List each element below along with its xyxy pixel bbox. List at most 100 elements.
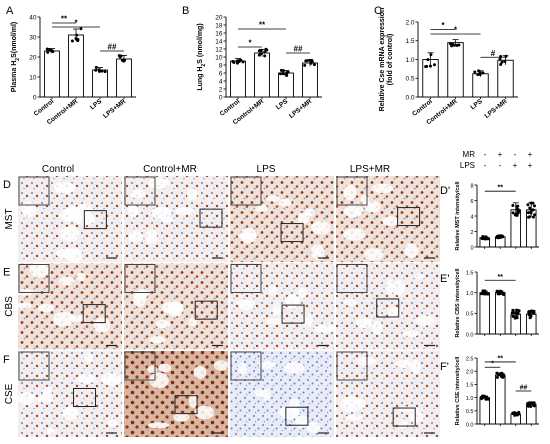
- alveolar-space: [62, 406, 79, 420]
- row-label: MST: [4, 208, 15, 229]
- y-tick-label: 8: [219, 62, 223, 69]
- panel-letter: F': [440, 361, 449, 373]
- condition-sign: -: [514, 150, 517, 159]
- inset-box: [18, 264, 50, 293]
- data-point: [100, 69, 104, 73]
- alveolar-space: [127, 204, 139, 218]
- alveolar-space: [173, 412, 190, 422]
- y-tick-label: 2: [219, 86, 223, 93]
- data-point: [502, 293, 506, 296]
- alveolar-space: [237, 363, 248, 375]
- row-letter: D: [3, 179, 11, 191]
- zoom-box: [280, 223, 304, 243]
- sig-marker: *: [441, 21, 445, 30]
- data-point: [511, 204, 515, 208]
- condition-label: MR: [463, 150, 476, 159]
- y-tick-label: 12: [215, 46, 223, 53]
- alveolar-space: [193, 365, 207, 379]
- alveolar-space: [388, 307, 402, 320]
- data-point: [532, 204, 536, 208]
- y-tick-label: 1.0: [466, 291, 474, 297]
- sig-marker: *: [491, 361, 494, 368]
- alveolar-space: [236, 299, 255, 307]
- zoom-box: [285, 406, 309, 426]
- data-point: [278, 72, 282, 76]
- column-header: Control: [42, 164, 74, 175]
- panel-letter: E': [440, 273, 449, 285]
- alveolar-space: [305, 208, 315, 217]
- x-tick-label: LPS: [469, 98, 484, 112]
- data-point: [532, 310, 535, 314]
- data-point: [455, 43, 459, 47]
- alveolar-space: [404, 243, 419, 258]
- alveolar-space: [343, 228, 365, 241]
- y-axis-label-subscript: 2: [201, 64, 207, 67]
- data-point: [514, 311, 517, 315]
- alveolar-space: [410, 359, 421, 375]
- alveolar-space: [213, 360, 229, 371]
- alveolar-space: [311, 221, 331, 235]
- column-header: Control+MR: [143, 164, 197, 175]
- data-point: [531, 215, 535, 219]
- zoom-box: [83, 210, 107, 230]
- column-header: LPS+MR: [350, 164, 390, 175]
- alveolar-space: [360, 195, 370, 205]
- inset-box: [230, 176, 262, 206]
- data-point: [122, 59, 126, 63]
- y-tick-label: 40: [29, 14, 37, 21]
- x-tick-label: Control: [411, 98, 434, 118]
- sig-marker: ##: [294, 45, 303, 54]
- data-point: [259, 51, 263, 55]
- sig-marker: **: [259, 21, 266, 30]
- data-point: [103, 70, 107, 74]
- alveolar-space: [59, 276, 74, 286]
- data-point: [305, 59, 309, 63]
- bar: [447, 42, 464, 98]
- y-tick-label: 1.0: [405, 57, 414, 64]
- data-point: [238, 58, 242, 62]
- zoom-box: [397, 207, 421, 227]
- data-point: [263, 54, 267, 58]
- data-point: [511, 308, 515, 312]
- data-point: [479, 292, 483, 296]
- bar: [230, 60, 246, 98]
- data-point: [279, 68, 283, 72]
- data-point: [426, 58, 430, 62]
- inset-box: [124, 176, 156, 206]
- data-point: [308, 58, 312, 62]
- inset-box: [230, 264, 262, 293]
- bar: [92, 69, 108, 98]
- x-tick-label: LPS: [89, 98, 104, 112]
- alveolar-space: [186, 188, 198, 201]
- alveolar-space: [149, 335, 166, 344]
- alveolar-space: [409, 410, 424, 423]
- zoom-box: [376, 298, 400, 318]
- y-axis-label-part: S(nmol/ml): [11, 22, 18, 58]
- alveolar-space: [60, 208, 81, 222]
- alveolar-space: [175, 207, 195, 216]
- alveolar-space: [76, 374, 96, 384]
- micrograph-tile: [18, 351, 122, 437]
- panel-d-prime-chart: D' 0 2 4 6 8 Relative MST intensity/cell **: [440, 181, 539, 251]
- data-point: [285, 74, 289, 78]
- bar: [494, 292, 506, 335]
- data-point: [497, 236, 501, 240]
- alveolar-space: [364, 248, 384, 261]
- row-letter: E: [3, 267, 10, 279]
- y-tick-label: 0.0: [466, 332, 474, 338]
- inset-box: [336, 351, 368, 381]
- alveolar-space: [266, 195, 280, 202]
- y-tick-label: 8: [470, 183, 473, 189]
- data-point: [528, 404, 532, 408]
- micrograph-tile: [336, 351, 440, 437]
- bar: [116, 58, 132, 98]
- sig-marker: ##: [520, 385, 528, 392]
- data-point: [528, 316, 532, 320]
- alveolar-space: [364, 200, 381, 213]
- data-point: [257, 49, 261, 53]
- alveolar-space: [302, 314, 314, 328]
- alveolar-space: [83, 353, 94, 363]
- alveolar-space: [415, 315, 436, 326]
- zoom-box: [194, 300, 218, 320]
- data-point: [241, 60, 245, 64]
